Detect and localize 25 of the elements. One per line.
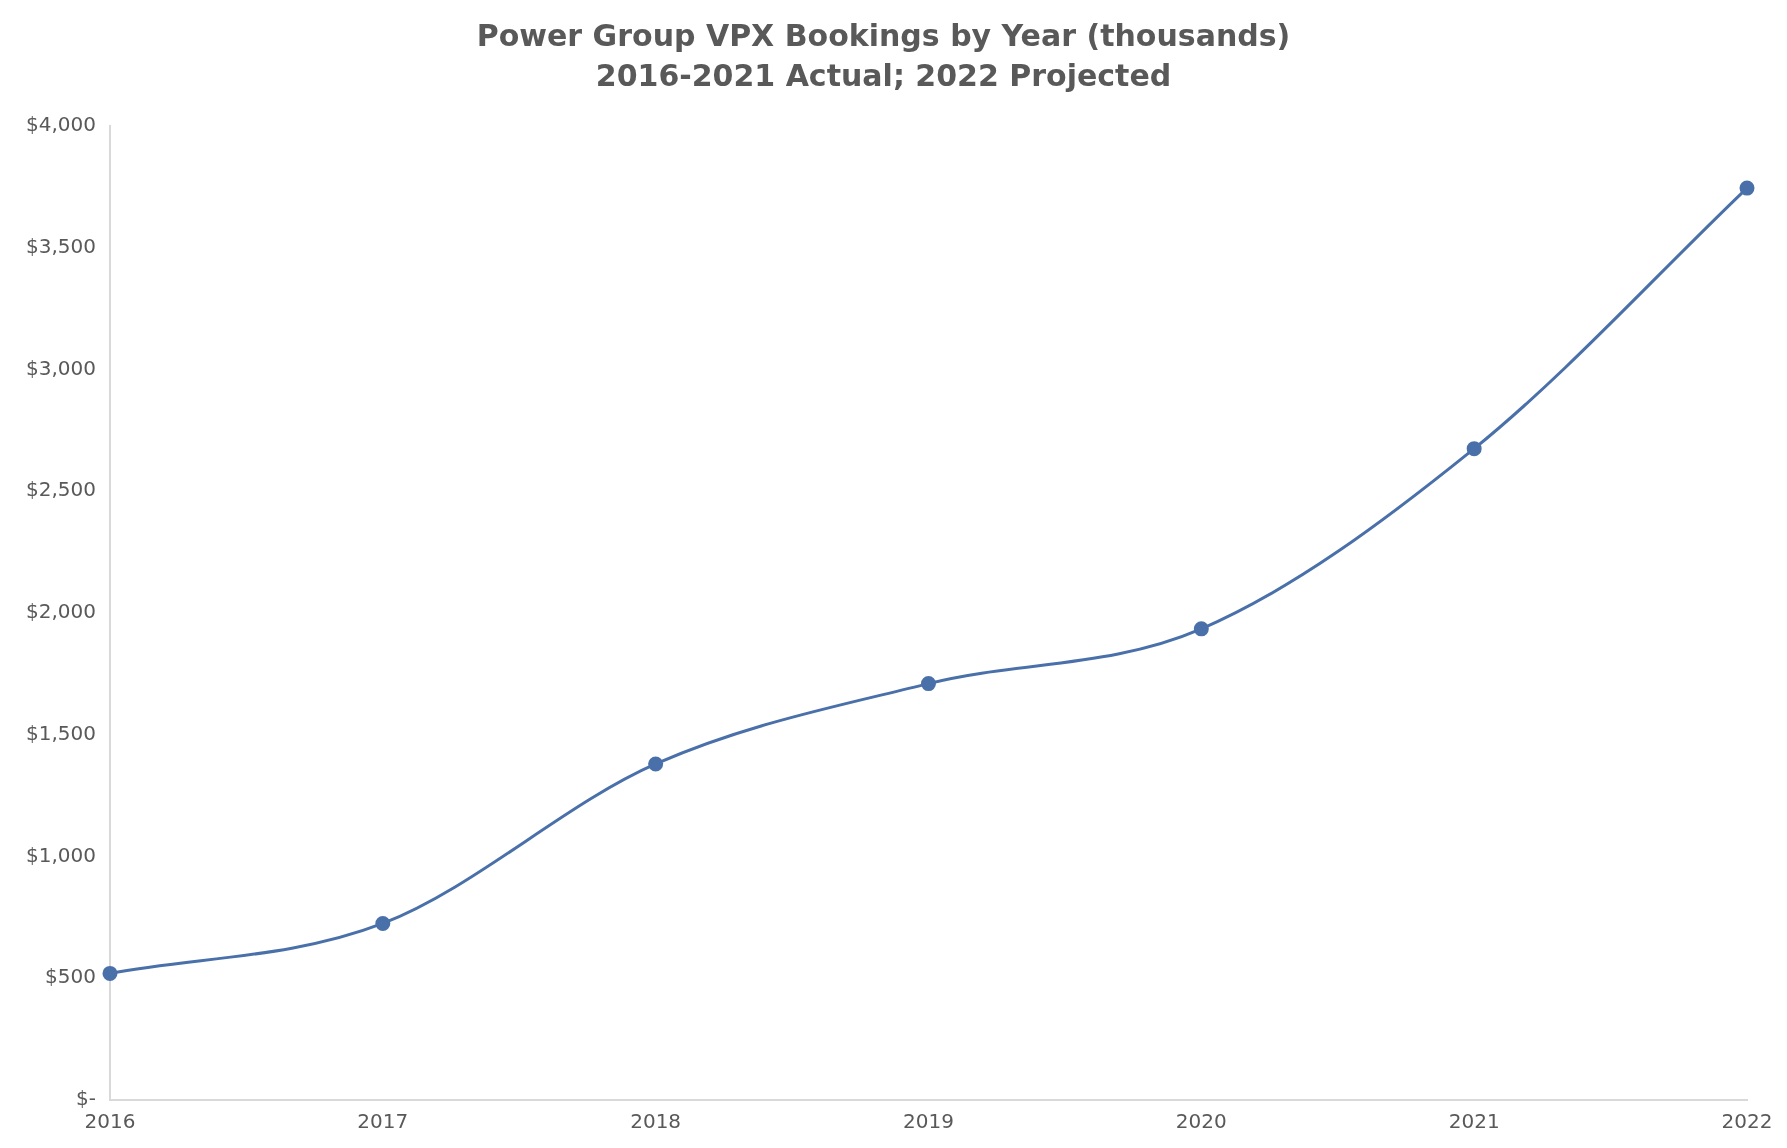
point xyxy=(375,915,391,931)
point xyxy=(648,756,664,772)
x-tick-label: 2019 xyxy=(903,1109,954,1134)
y-tick-label: $- xyxy=(76,1086,96,1111)
x-tick-label: 2022 xyxy=(1721,1109,1773,1134)
y-tick-label: $500 xyxy=(45,964,96,989)
x-tick-label: 2018 xyxy=(630,1109,682,1134)
y-tick-label: $4,000 xyxy=(26,112,96,137)
y-tick-label: $1,500 xyxy=(26,720,96,745)
point xyxy=(102,965,118,981)
y-tick-label: $2,500 xyxy=(26,477,96,502)
point xyxy=(1739,180,1755,196)
x-tick-label: 2020 xyxy=(1175,1109,1227,1134)
y-tick-label: $3,500 xyxy=(26,233,96,258)
y-tick-label: $2,000 xyxy=(26,599,96,624)
x-tick-label: 2017 xyxy=(357,1109,409,1134)
x-tick-label: 2016 xyxy=(84,1109,136,1134)
y-tick-label: $3,000 xyxy=(26,355,96,380)
x-tick-label: 2021 xyxy=(1448,1109,1500,1134)
chart-title: Power Group VPX Bookings by Year (thousands) xyxy=(476,17,1291,53)
y-tick-label: $1,000 xyxy=(26,842,96,867)
point xyxy=(1466,441,1482,457)
chart-subtitle: 2016-2021 Actual; 2022 Projected xyxy=(595,57,1172,93)
point xyxy=(920,676,936,692)
point xyxy=(1193,621,1209,637)
